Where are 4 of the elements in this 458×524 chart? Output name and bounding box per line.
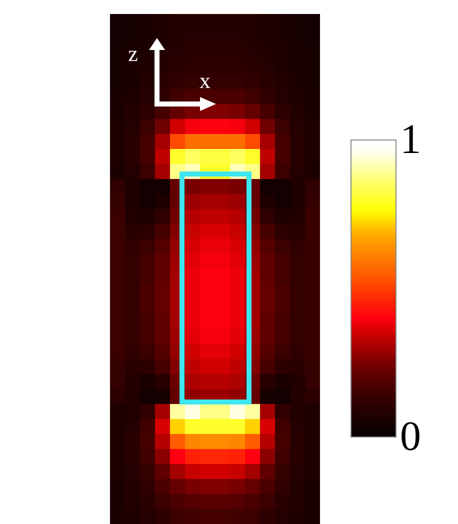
color-bar-label: 0 [400, 414, 421, 460]
color-bar-label: 1 [400, 117, 421, 163]
annotation: x [200, 68, 210, 93]
annotation: z [128, 41, 138, 66]
